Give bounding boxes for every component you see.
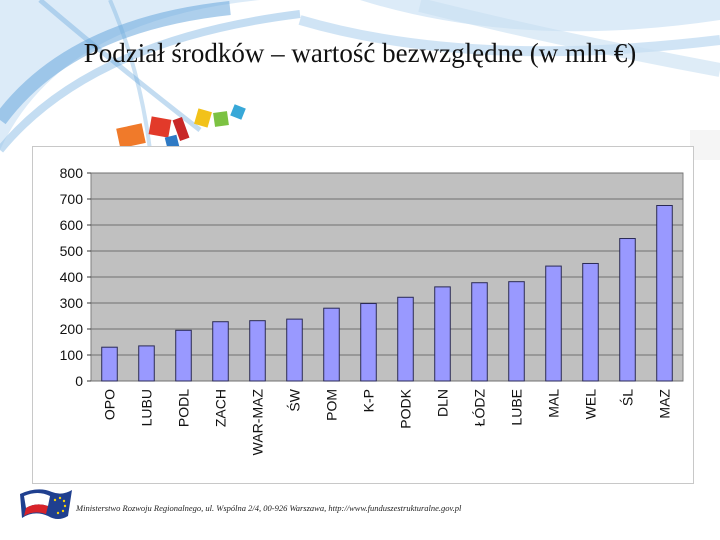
x-tick-label: DLN — [435, 389, 451, 417]
x-tick-label: K-P — [361, 389, 377, 412]
colored-blocks-graphic — [116, 104, 246, 150]
x-tick-label: ŚW — [286, 388, 303, 411]
y-tick-label: 200 — [60, 321, 84, 337]
y-tick-label: 700 — [60, 191, 84, 207]
ministry-flag-logo-icon — [20, 489, 72, 519]
x-tick-label: ŁÓDZ — [472, 389, 488, 427]
x-tick-label: ŚL — [619, 389, 636, 406]
bar-k-p — [360, 303, 377, 382]
y-tick-label: 800 — [60, 165, 84, 181]
bar-podl — [175, 329, 192, 382]
bar-śl — [619, 238, 636, 382]
bar-łódz — [471, 282, 488, 382]
x-tick-label: LUBE — [509, 389, 525, 426]
globe-arc-graphic — [0, 0, 301, 153]
x-tick-label: PODK — [398, 388, 414, 428]
header-decoration — [0, 0, 720, 160]
bar-war-maz — [249, 320, 266, 382]
x-tick-label: ZACH — [213, 389, 229, 427]
bar-lube — [508, 281, 525, 382]
y-tick-label: 600 — [60, 217, 84, 233]
bar-dln — [434, 286, 451, 382]
sky-swirl-graphic — [298, 0, 720, 77]
x-tick-label: LUBU — [139, 389, 155, 426]
x-tick-label: OPO — [102, 389, 118, 420]
chart-panel: 0 100 200 300 400 500 600 700 800 OPO LUBU PODL ZACH… — [32, 146, 694, 484]
bar-św — [286, 318, 303, 382]
bar-pom — [323, 307, 340, 382]
y-tick-label: 0 — [75, 373, 83, 389]
bar-wel — [582, 262, 599, 382]
bar-mal — [545, 265, 562, 382]
x-tick-label: PODL — [176, 389, 192, 427]
x-tick-label: MAZ — [657, 389, 673, 419]
bar-podk — [397, 296, 414, 382]
y-tick-label: 500 — [60, 243, 84, 259]
bar-zach — [212, 321, 229, 382]
y-tick-label: 100 — [60, 347, 84, 363]
bar-chart: 0 100 200 300 400 500 600 700 800 OPO LUBU PODL ZACH… — [60, 165, 684, 456]
y-tick-label: 400 — [60, 269, 84, 285]
x-tick-label: POM — [324, 389, 340, 421]
x-tick-label: WEL — [583, 389, 599, 420]
footer-address: Ministerstwo Rozwoju Regionalnego, ul. W… — [76, 503, 462, 513]
slide-title: Podział środków – wartość bezwzględne (w… — [83, 38, 637, 68]
y-tick-label: 300 — [60, 295, 84, 311]
x-tick-label: MAL — [546, 389, 562, 418]
bar-opo — [101, 346, 118, 382]
bar-maz — [656, 205, 673, 382]
bar-lubu — [138, 345, 155, 382]
x-tick-label: WAR-MAZ — [250, 389, 266, 456]
